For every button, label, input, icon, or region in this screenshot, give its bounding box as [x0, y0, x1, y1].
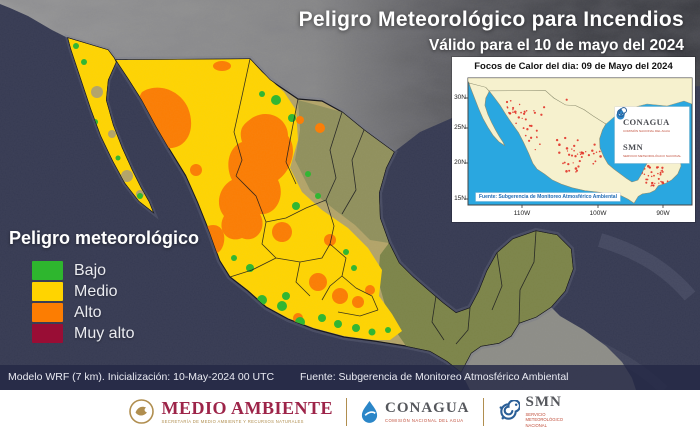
legend-title: Peligro meteorológico — [9, 228, 200, 248]
smn-wordmark: SMN — [525, 393, 562, 410]
spiral-icon — [617, 107, 627, 117]
legend: Peligro meteorológico Bajo Medio Alto Mu… — [9, 228, 199, 345]
heat-spots-inset-map: Focos de Calor del dia: 09 de Mayo del 2… — [452, 57, 695, 222]
lat-tick-30n: 30N — [454, 94, 466, 101]
inset-logos-box: CONAGUA COMISIÓN NACIONAL DEL AGUA SMN S… — [615, 107, 689, 163]
legend-label-medio: Medio — [74, 282, 118, 300]
inset-smn-logo: SMN SERVICIO METEOROLÓGICO NACIONAL — [617, 107, 682, 158]
legend-swatch-bajo — [32, 261, 63, 280]
legend-item-muy-alto: Muy alto — [32, 324, 199, 343]
medio-ambiente-wordmark: MEDIO AMBIENTE — [161, 398, 334, 418]
page-title: Peligro Meteorológico para Incendios — [298, 8, 684, 31]
inset-conagua-label: CONAGUA — [623, 116, 670, 127]
lon-tick-90w: 90W — [656, 210, 670, 217]
water-drop-icon — [361, 401, 378, 423]
inset-conagua-tagline: COMISIÓN NACIONAL DEL AGUA — [623, 128, 670, 133]
footer: MEDIO AMBIENTE SECRETARÍA DE MEDIO AMBIE… — [0, 390, 700, 433]
legend-swatch-alto — [32, 303, 63, 322]
conagua-logo: CONAGUA COMISIÓN NACIONAL DEL AGUA — [360, 399, 470, 424]
lon-tick-110w: 110W — [513, 210, 531, 217]
legend-label-muy-alto: Muy alto — [74, 324, 135, 342]
inset-axis-ticks — [465, 97, 664, 208]
inset-title: Focos de Calor del dia: 09 de Mayo del 2… — [474, 61, 673, 72]
footer-divider — [346, 397, 348, 426]
lat-tick-15n: 15N — [454, 195, 466, 202]
legend-swatch-muy-alto — [32, 324, 63, 343]
legend-rows: Bajo Medio Alto Muy alto — [32, 261, 199, 343]
inset-source: Fuente: Subgerencia de Monitoreo Atmosfé… — [476, 193, 620, 201]
lat-tick-20n: 20N — [454, 159, 466, 166]
medio-ambiente-logo: MEDIO AMBIENTE SECRETARÍA DE MEDIO AMBIE… — [128, 398, 333, 425]
smn-tagline: SERVICIO METEOROLÓGICO NACIONAL — [525, 411, 563, 428]
legend-label-alto: Alto — [74, 303, 102, 321]
spiral-icon — [499, 399, 520, 420]
conagua-tagline: COMISIÓN NACIONAL DEL AGUA — [385, 417, 464, 423]
map-area: Peligro Meteorológico para Incendios Vál… — [0, 0, 700, 390]
lon-tick-100w: 100W — [589, 210, 607, 217]
conagua-wordmark: CONAGUA — [385, 399, 470, 416]
legend-item-medio: Medio — [32, 282, 199, 301]
legend-item-alto: Alto — [32, 303, 199, 322]
inset-conagua-logo: CONAGUA COMISIÓN NACIONAL DEL AGUA — [616, 108, 670, 133]
title-block: Peligro Meteorológico para Incendios Vál… — [299, 8, 684, 55]
inset-smn-tagline: SERVICIO METEOROLÓGICO NACIONAL — [623, 154, 682, 158]
legend-label-bajo: Bajo — [74, 261, 107, 279]
lat-tick-25n: 25N — [454, 124, 466, 131]
legend-item-bajo: Bajo — [32, 261, 199, 280]
source-info: Fuente: Subgerencia de Monitoreo Atmosfé… — [300, 371, 569, 383]
valid-date-subtitle: Válido para el 10 de mayo del 2024 — [428, 37, 684, 54]
smn-logo: SMN SERVICIO METEOROLÓGICO NACIONAL — [497, 393, 572, 428]
medio-ambiente-tagline: SECRETARÍA DE MEDIO AMBIENTE Y RECURSOS … — [161, 419, 304, 424]
footer-divider — [482, 397, 484, 426]
eagle-seal-icon — [129, 399, 155, 424]
model-info: Modelo WRF (7 km). Inicialización: 10-Ma… — [8, 371, 275, 383]
status-bar: Modelo WRF (7 km). Inicialización: 10-Ma… — [0, 365, 700, 390]
legend-swatch-medio — [32, 282, 63, 301]
inset-smn-label: SMN — [623, 142, 644, 152]
